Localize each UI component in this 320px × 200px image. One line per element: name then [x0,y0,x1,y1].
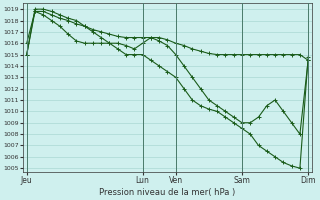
X-axis label: Pression niveau de la mer( hPa ): Pression niveau de la mer( hPa ) [99,188,236,197]
